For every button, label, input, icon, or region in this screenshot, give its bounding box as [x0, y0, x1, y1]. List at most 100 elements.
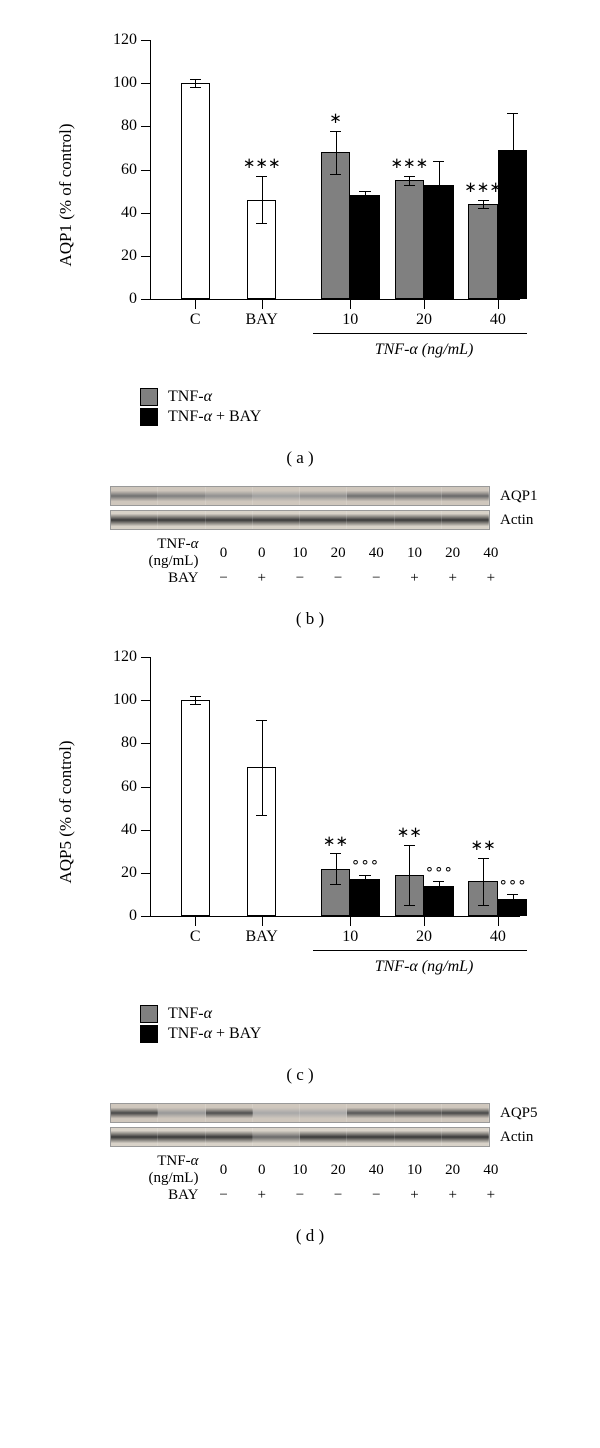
panel-a: 020406080100120∗∗∗∗∗∗∗∗∗∗CBAY102040TNF-α…	[50, 30, 550, 468]
legend-swatch	[140, 408, 158, 426]
ytick-label: 40	[121, 204, 137, 222]
ytick	[141, 256, 151, 257]
blot-cell: 40	[357, 1162, 395, 1179]
blot-cell: −	[357, 570, 395, 587]
ytick	[141, 873, 151, 874]
significance-marker: ∗∗∗	[464, 178, 502, 197]
error-bar	[483, 858, 484, 905]
error-bar	[483, 200, 484, 209]
blot-cell: 0	[204, 1162, 242, 1179]
blot-cell: −	[281, 1187, 319, 1204]
xtick-label: 40	[490, 928, 506, 946]
ytick-label: 80	[121, 117, 137, 135]
chart-aqp5: 020406080100120∗∗∘∘∘∗∗∘∘∘∗∗∘∘∘CBAY102040…	[110, 647, 530, 977]
error-cap	[256, 176, 267, 177]
error-cap	[478, 858, 489, 859]
bar	[395, 180, 425, 299]
error-bar	[439, 161, 440, 208]
blot-cell: +	[434, 570, 472, 587]
error-cap	[190, 79, 201, 80]
ytick-label: 0	[129, 290, 137, 308]
bar	[468, 204, 498, 299]
x-sub-axis	[313, 950, 527, 951]
xtick-label: BAY	[246, 311, 278, 329]
error-cap	[478, 905, 489, 906]
error-bar	[513, 894, 514, 903]
blot-d-table: TNF-α (ng/mL)00102040102040BAY−+−−−+++	[110, 1153, 510, 1204]
ytick	[141, 40, 151, 41]
blot-cell: 0	[204, 545, 242, 562]
error-bar	[336, 853, 337, 883]
xtick	[262, 916, 263, 926]
blot-cell: +	[243, 1187, 281, 1204]
error-cap	[190, 87, 201, 88]
blot-table-row: BAY−+−−−+++	[110, 1187, 510, 1204]
panel-b: AQP1Actin TNF-α (ng/mL)00102040102040BAY…	[110, 486, 510, 629]
ytick	[141, 787, 151, 788]
blot-table-row: TNF-α (ng/mL)00102040102040	[110, 1153, 510, 1187]
blot-cell: −	[204, 570, 242, 587]
ytick	[141, 83, 151, 84]
error-bar	[336, 131, 337, 174]
bar	[350, 195, 380, 299]
error-cap	[256, 223, 267, 224]
ytick-label: 80	[121, 734, 137, 752]
blot-cell: 20	[319, 545, 357, 562]
error-cap	[404, 185, 415, 186]
xtick	[350, 916, 351, 926]
blot-cell: +	[395, 1187, 433, 1204]
blot-cell: +	[243, 570, 281, 587]
xtick-label: C	[190, 928, 201, 946]
error-cap	[478, 208, 489, 209]
legend-label: TNF-α + BAY	[168, 408, 261, 426]
ytick	[141, 916, 151, 917]
panel-label-a: ( a )	[50, 448, 550, 468]
blot-cell: 0	[243, 1162, 281, 1179]
error-cap	[359, 191, 370, 192]
ytick	[141, 170, 151, 171]
ytick-label: 60	[121, 778, 137, 796]
error-cap	[330, 853, 341, 854]
blot-cell: 20	[434, 545, 472, 562]
error-bar	[365, 875, 366, 884]
legend-c: TNF-αTNF-α + BAY	[140, 1005, 550, 1043]
xtick-label: 20	[416, 311, 432, 329]
blot-row-label: AQP5	[500, 1105, 538, 1122]
blot-cell: 40	[472, 1162, 510, 1179]
blot-cell: 10	[281, 545, 319, 562]
ytick	[141, 126, 151, 127]
blot-b-table: TNF-α (ng/mL)00102040102040BAY−+−−−+++	[110, 536, 510, 587]
ytick-label: 120	[113, 31, 137, 49]
blot-cell: 10	[395, 1162, 433, 1179]
significance-marker: ∗∗	[471, 836, 496, 855]
xtick-label: 10	[342, 311, 358, 329]
error-bar	[409, 845, 410, 905]
x-sub-axis	[313, 333, 527, 334]
legend-swatch	[140, 388, 158, 406]
blot-cell: 20	[434, 1162, 472, 1179]
blot-row-header: TNF-α (ng/mL)	[110, 536, 204, 570]
panel-label-c: ( c )	[50, 1065, 550, 1085]
error-bar	[513, 113, 514, 186]
error-cap	[507, 894, 518, 895]
significance-marker: ∗∗	[397, 823, 422, 842]
xtick	[195, 916, 196, 926]
ylabel-aqp1: AQP1 (% of control)	[56, 123, 76, 266]
ytick-label: 0	[129, 907, 137, 925]
error-cap	[404, 905, 415, 906]
blot-cell: −	[357, 1187, 395, 1204]
error-cap	[256, 815, 267, 816]
ylabel-aqp5: AQP5 (% of control)	[56, 740, 76, 883]
bar	[181, 83, 211, 299]
ytick	[141, 700, 151, 701]
significance-marker: ∘∘∘	[499, 873, 527, 892]
bar	[181, 700, 211, 916]
blot-row-label: Actin	[500, 1129, 533, 1146]
blot-cell: +	[434, 1187, 472, 1204]
error-cap	[359, 875, 370, 876]
legend-label: TNF-α	[168, 1005, 212, 1023]
blot-cell: 0	[243, 545, 281, 562]
ytick-label: 100	[113, 691, 137, 709]
xtick-label: C	[190, 311, 201, 329]
ytick	[141, 213, 151, 214]
